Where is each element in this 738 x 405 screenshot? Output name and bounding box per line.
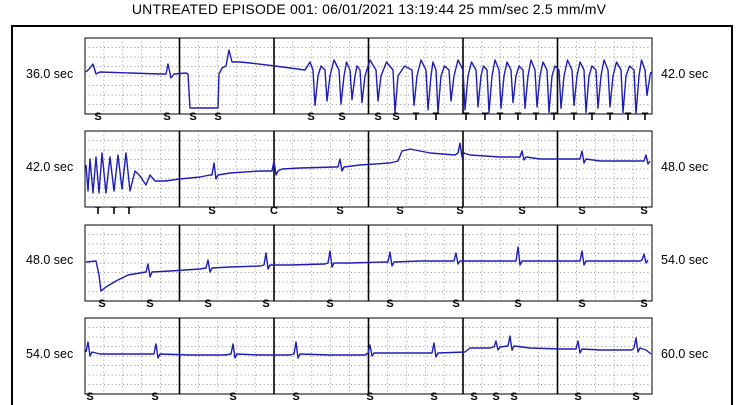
strip-4-beat-marker: S (470, 391, 478, 403)
strip-4-beat-marker: S (86, 391, 94, 403)
strip-4-beat-marker: S (292, 391, 300, 403)
strip-4-beat-marker: S (430, 391, 438, 403)
strip-2-beat-marker: T (110, 205, 118, 217)
strip-4-grid (84, 317, 653, 395)
strip-4-beat-marker: S (574, 391, 582, 403)
strip-1-beat-marker: T (481, 111, 489, 123)
strip-2-trace (85, 142, 651, 194)
strip-1-beat-marker: S (374, 111, 382, 123)
page-title: UNTREATED EPISODE 001: 06/01/2021 13:19:… (131, 1, 607, 17)
strip-1-beat-marker: T (412, 111, 420, 123)
strip-4-beat-marker: S (366, 391, 374, 403)
strip-1-beat-marker: T (570, 111, 578, 123)
strip-3-trace (85, 246, 649, 292)
strip-4-beat-marker: S (510, 391, 518, 403)
strip-4-start-label: 54.0 sec (26, 347, 74, 361)
ecg-frame (11, 25, 733, 405)
strip-3-start-label: 48.0 sec (26, 253, 74, 267)
strip-3-beat-marker: S (386, 298, 394, 310)
strip-2-grid (84, 130, 653, 208)
strip-4-beat-marker: S (229, 391, 237, 403)
strip-2-beat-marker: S (578, 205, 586, 217)
strip-3-beat-marker: S (204, 298, 212, 310)
strip-2-beat-marker: C (270, 205, 278, 217)
strip-3-end-label: 54.0 sec (661, 253, 709, 267)
strip-3-beat-marker: S (146, 298, 154, 310)
strip-1-beat-marker: S (163, 111, 171, 123)
strip-2-start-label: 42.0 sec (26, 160, 74, 174)
strip-2-beat-marker: S (336, 205, 344, 217)
strip-1-start-label: 36.0 sec (26, 67, 74, 81)
strip-1-beat-marker: S (338, 111, 346, 123)
strip-2-beat-marker: T (94, 205, 102, 217)
strip-1-beat-marker: T (550, 111, 558, 123)
strip-1-beat-marker: T (532, 111, 540, 123)
strip-2-beat-marker: S (518, 205, 526, 217)
strip-3-beat-marker: S (326, 298, 334, 310)
strip-2-end-label: 48.0 sec (661, 160, 709, 174)
strip-1-beat-marker: S (307, 111, 315, 123)
strip-3-beat-marker: S (640, 298, 648, 310)
strip-4-beat-marker: S (151, 391, 159, 403)
strip-2-beat-marker: S (456, 205, 464, 217)
strip-1-beat-marker: T (432, 111, 440, 123)
strip-4-beat-marker: S (492, 391, 500, 403)
strip-1-beat-marker: S (392, 111, 400, 123)
strip-1-end-label: 42.0 sec (661, 67, 709, 81)
strip-1-grid (84, 37, 653, 115)
strip-1-beat-marker: T (588, 111, 596, 123)
strip-1-beat-marker: T (462, 111, 470, 123)
strip-2-beat-marker: S (640, 205, 648, 217)
strip-4-beat-marker: S (632, 391, 640, 403)
strip-2-beat-marker: S (208, 205, 216, 217)
strip-1-beat-marker: T (514, 111, 522, 123)
strip-1-beat-marker: T (641, 111, 649, 123)
strip-3-beat-marker: S (452, 298, 460, 310)
strip-4-end-label: 60.0 sec (661, 347, 709, 361)
strip-3-beat-marker: S (514, 298, 522, 310)
strip-2-beat-marker: S (396, 205, 404, 217)
strip-2-beat-marker: T (125, 205, 133, 217)
strip-1-trace (85, 49, 652, 115)
strip-3-beat-marker: S (578, 298, 586, 310)
strip-1-beat-marker: T (624, 111, 632, 123)
strip-1-beat-marker: T (496, 111, 504, 123)
strip-3-beat-marker: S (262, 298, 270, 310)
strip-1-beat-marker: S (94, 111, 102, 123)
strip-1-beat-marker: S (189, 111, 197, 123)
strip-1-beat-marker: S (214, 111, 222, 123)
strip-1-beat-marker: T (606, 111, 614, 123)
strip-3-beat-marker: S (98, 298, 106, 310)
strip-4-trace (85, 335, 652, 359)
